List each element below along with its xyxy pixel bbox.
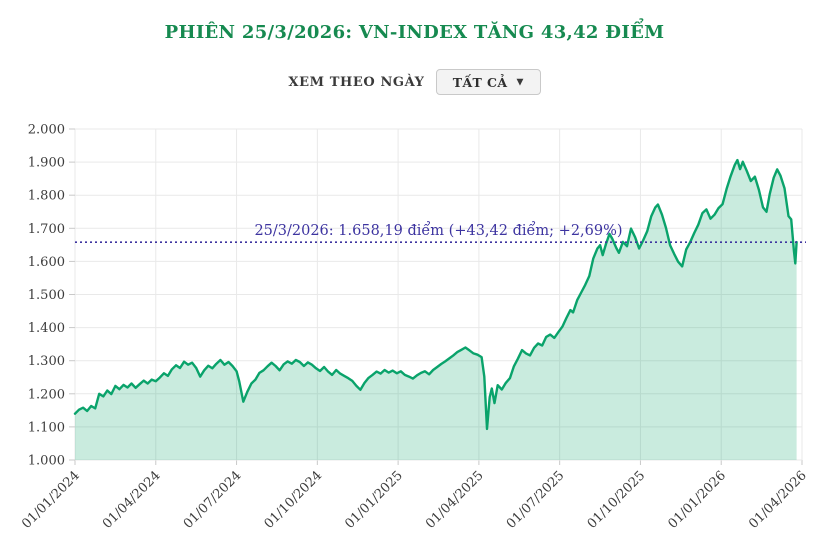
view-by-day-label: XEM THEO NGÀY (288, 74, 425, 90)
x-axis-tick-label: 01/10/2025 (585, 468, 649, 532)
y-axis-tick-label: 1.800 (28, 189, 65, 204)
x-axis-tick-label: 01/10/2024 (262, 468, 326, 532)
y-axis-tick-label: 1.000 (28, 454, 65, 469)
vnindex-line (73, 158, 798, 431)
time-range-dropdown[interactable]: TẤT CẢ ▼ (435, 69, 541, 95)
x-axis-tick-label: 01/07/2024 (181, 468, 245, 532)
y-axis-tick-label: 1.100 (28, 420, 65, 435)
y-axis-tick-label: 1.400 (28, 321, 65, 336)
y-axis-tick-label: 1.300 (28, 354, 65, 369)
y-axis-tick-label: 1.900 (28, 156, 65, 171)
x-axis-tick-label: 01/01/2024 (19, 468, 83, 532)
vnindex-area-fill (75, 160, 797, 460)
y-axis-tick-label: 2.000 (28, 123, 65, 138)
controls-row: XEM THEO NGÀY TẤT CẢ ▼ (0, 68, 829, 96)
latest-session-annotation: 25/3/2026: 1.658,19 điểm (+43,42 điểm; +… (254, 221, 622, 239)
page-title: PHIÊN 25/3/2026: VN-INDEX TĂNG 43,42 ĐIỂ… (164, 22, 665, 43)
x-axis-tick-label: 01/01/2025 (342, 468, 406, 532)
x-axis-tick-label: 01/04/2026 (746, 468, 810, 532)
x-axis-tick-label: 01/07/2025 (504, 468, 568, 532)
time-range-selected-value: TẤT CẢ (452, 74, 508, 90)
x-axis-tick-label: 01/01/2026 (665, 468, 729, 532)
caret-down-icon: ▼ (516, 77, 524, 88)
y-axis-tick-label: 1.700 (28, 222, 65, 237)
y-axis-tick-label: 1.500 (28, 288, 65, 303)
x-axis-tick-label: 01/04/2025 (423, 468, 487, 532)
y-axis-tick-label: 1.600 (28, 255, 65, 270)
y-axis-tick-label: 1.200 (28, 387, 65, 402)
x-axis-tick-label: 01/04/2024 (100, 468, 164, 532)
